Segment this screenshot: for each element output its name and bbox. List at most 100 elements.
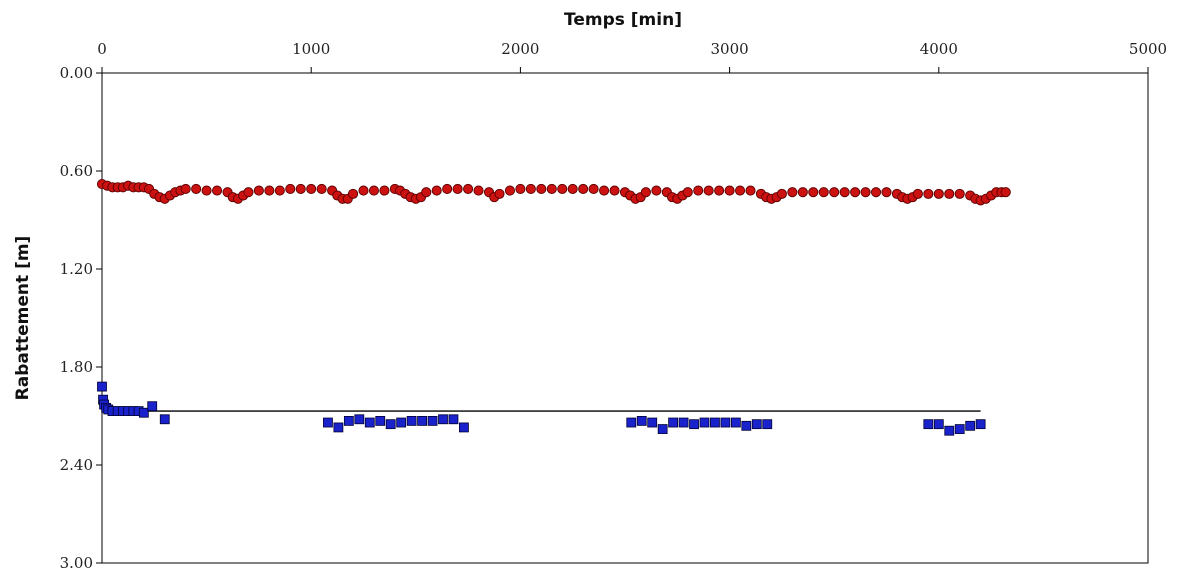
plot-area (101, 72, 1149, 564)
data-point-circle (829, 187, 840, 198)
y-axis-ticks: 0.00 0.60 1.20 1.80 2.40 3.00 (60, 64, 102, 568)
series-0 (96, 179, 1011, 206)
x-tick-label: 2000 (501, 40, 539, 58)
series-1 (97, 381, 986, 436)
data-point-square (396, 417, 407, 428)
data-point-circle (609, 185, 620, 196)
data-point-circle (651, 185, 662, 196)
data-point-circle (463, 183, 474, 195)
data-point-circle (274, 185, 285, 196)
data-point-square (626, 417, 637, 428)
data-point-circle (536, 183, 547, 195)
data-point-square (923, 419, 934, 430)
y-tick-label: 1.20 (60, 260, 93, 278)
data-point-circle (442, 183, 453, 195)
data-point-circle (682, 187, 693, 198)
data-point-square (720, 417, 731, 428)
data-point-square (944, 425, 955, 436)
data-point-circle (693, 185, 704, 196)
data-point-circle (306, 183, 317, 195)
x-tick-label: 0 (97, 40, 107, 58)
data-point-square (668, 417, 679, 428)
data-point-circle (912, 188, 923, 199)
data-point-square (448, 414, 459, 425)
data-point-square (364, 417, 375, 428)
data-point-square (333, 422, 344, 433)
data-point-circle (578, 183, 589, 195)
data-point-circle (379, 185, 390, 196)
data-point-circle (787, 187, 798, 198)
data-point-circle (818, 187, 829, 198)
data-point-circle (180, 183, 191, 195)
data-point-square (647, 417, 658, 428)
data-point-square (406, 415, 417, 426)
y-tick-label: 2.40 (60, 456, 93, 474)
data-point-square (699, 417, 710, 428)
data-point-square (147, 401, 158, 412)
data-point-square (97, 381, 107, 392)
data-point-square (730, 417, 741, 428)
data-point-circle (599, 185, 610, 196)
y-tick-label: 3.00 (60, 554, 93, 568)
data-point-square (689, 419, 699, 430)
data-point-circle (944, 188, 955, 199)
data-point-circle (933, 188, 944, 199)
data-point-circle (191, 183, 202, 195)
data-point-circle (954, 188, 965, 199)
data-point-circle (243, 187, 254, 198)
data-point-circle (504, 185, 515, 196)
data-point-circle (745, 185, 756, 196)
data-point-circle (473, 185, 484, 196)
data-point-circle (839, 187, 850, 198)
data-point-circle (253, 185, 264, 196)
data-point-square (459, 422, 469, 433)
data-point-square (343, 415, 354, 426)
data-point-circle (212, 185, 223, 196)
data-point-square (954, 424, 965, 434)
data-point-circle (850, 187, 861, 198)
data-point-circle (776, 188, 787, 199)
data-point-square (762, 419, 773, 430)
data-point-circle (923, 188, 934, 199)
data-point-square (975, 419, 986, 430)
data-point-square (375, 415, 386, 426)
data-point-circle (588, 183, 599, 195)
data-point-circle (515, 183, 526, 195)
data-point-square (159, 414, 170, 425)
data-point-circle (860, 187, 871, 198)
data-point-square (657, 424, 668, 434)
y-tick-label: 1.80 (60, 358, 93, 376)
data-point-square (933, 419, 944, 430)
data-point-circle (421, 187, 432, 198)
data-point-circle (452, 183, 463, 195)
data-point-circle (295, 183, 306, 195)
x-axis-title: Temps [min] (564, 10, 682, 30)
x-tick-label: 3000 (711, 40, 749, 58)
data-point-circle (358, 185, 369, 196)
data-point-circle (1000, 187, 1011, 198)
data-point-circle (870, 187, 882, 198)
data-point-square (427, 415, 438, 426)
data-point-circle (525, 183, 536, 195)
data-point-circle (201, 185, 212, 196)
data-point-square (741, 420, 752, 431)
data-point-circle (808, 187, 819, 198)
y-axis-title: Rabattement [m] (13, 236, 33, 401)
data-point-square (138, 407, 149, 418)
data-point-circle (316, 183, 327, 195)
data-point-circle (703, 185, 714, 196)
x-tick-label: 1000 (292, 40, 330, 58)
data-point-square (354, 414, 365, 425)
data-point-square (710, 417, 720, 428)
x-tick-label: 4000 (920, 40, 958, 58)
data-point-square (636, 415, 647, 426)
data-point-circle (431, 185, 442, 196)
data-point-circle (546, 183, 557, 195)
data-point-circle (640, 187, 651, 198)
data-point-square (323, 417, 333, 428)
data-point-square (438, 414, 448, 425)
x-axis-ticks: 0 1000 2000 3000 4000 5000 (97, 40, 1167, 73)
data-point-circle (557, 183, 568, 195)
data-point-circle (797, 187, 808, 198)
